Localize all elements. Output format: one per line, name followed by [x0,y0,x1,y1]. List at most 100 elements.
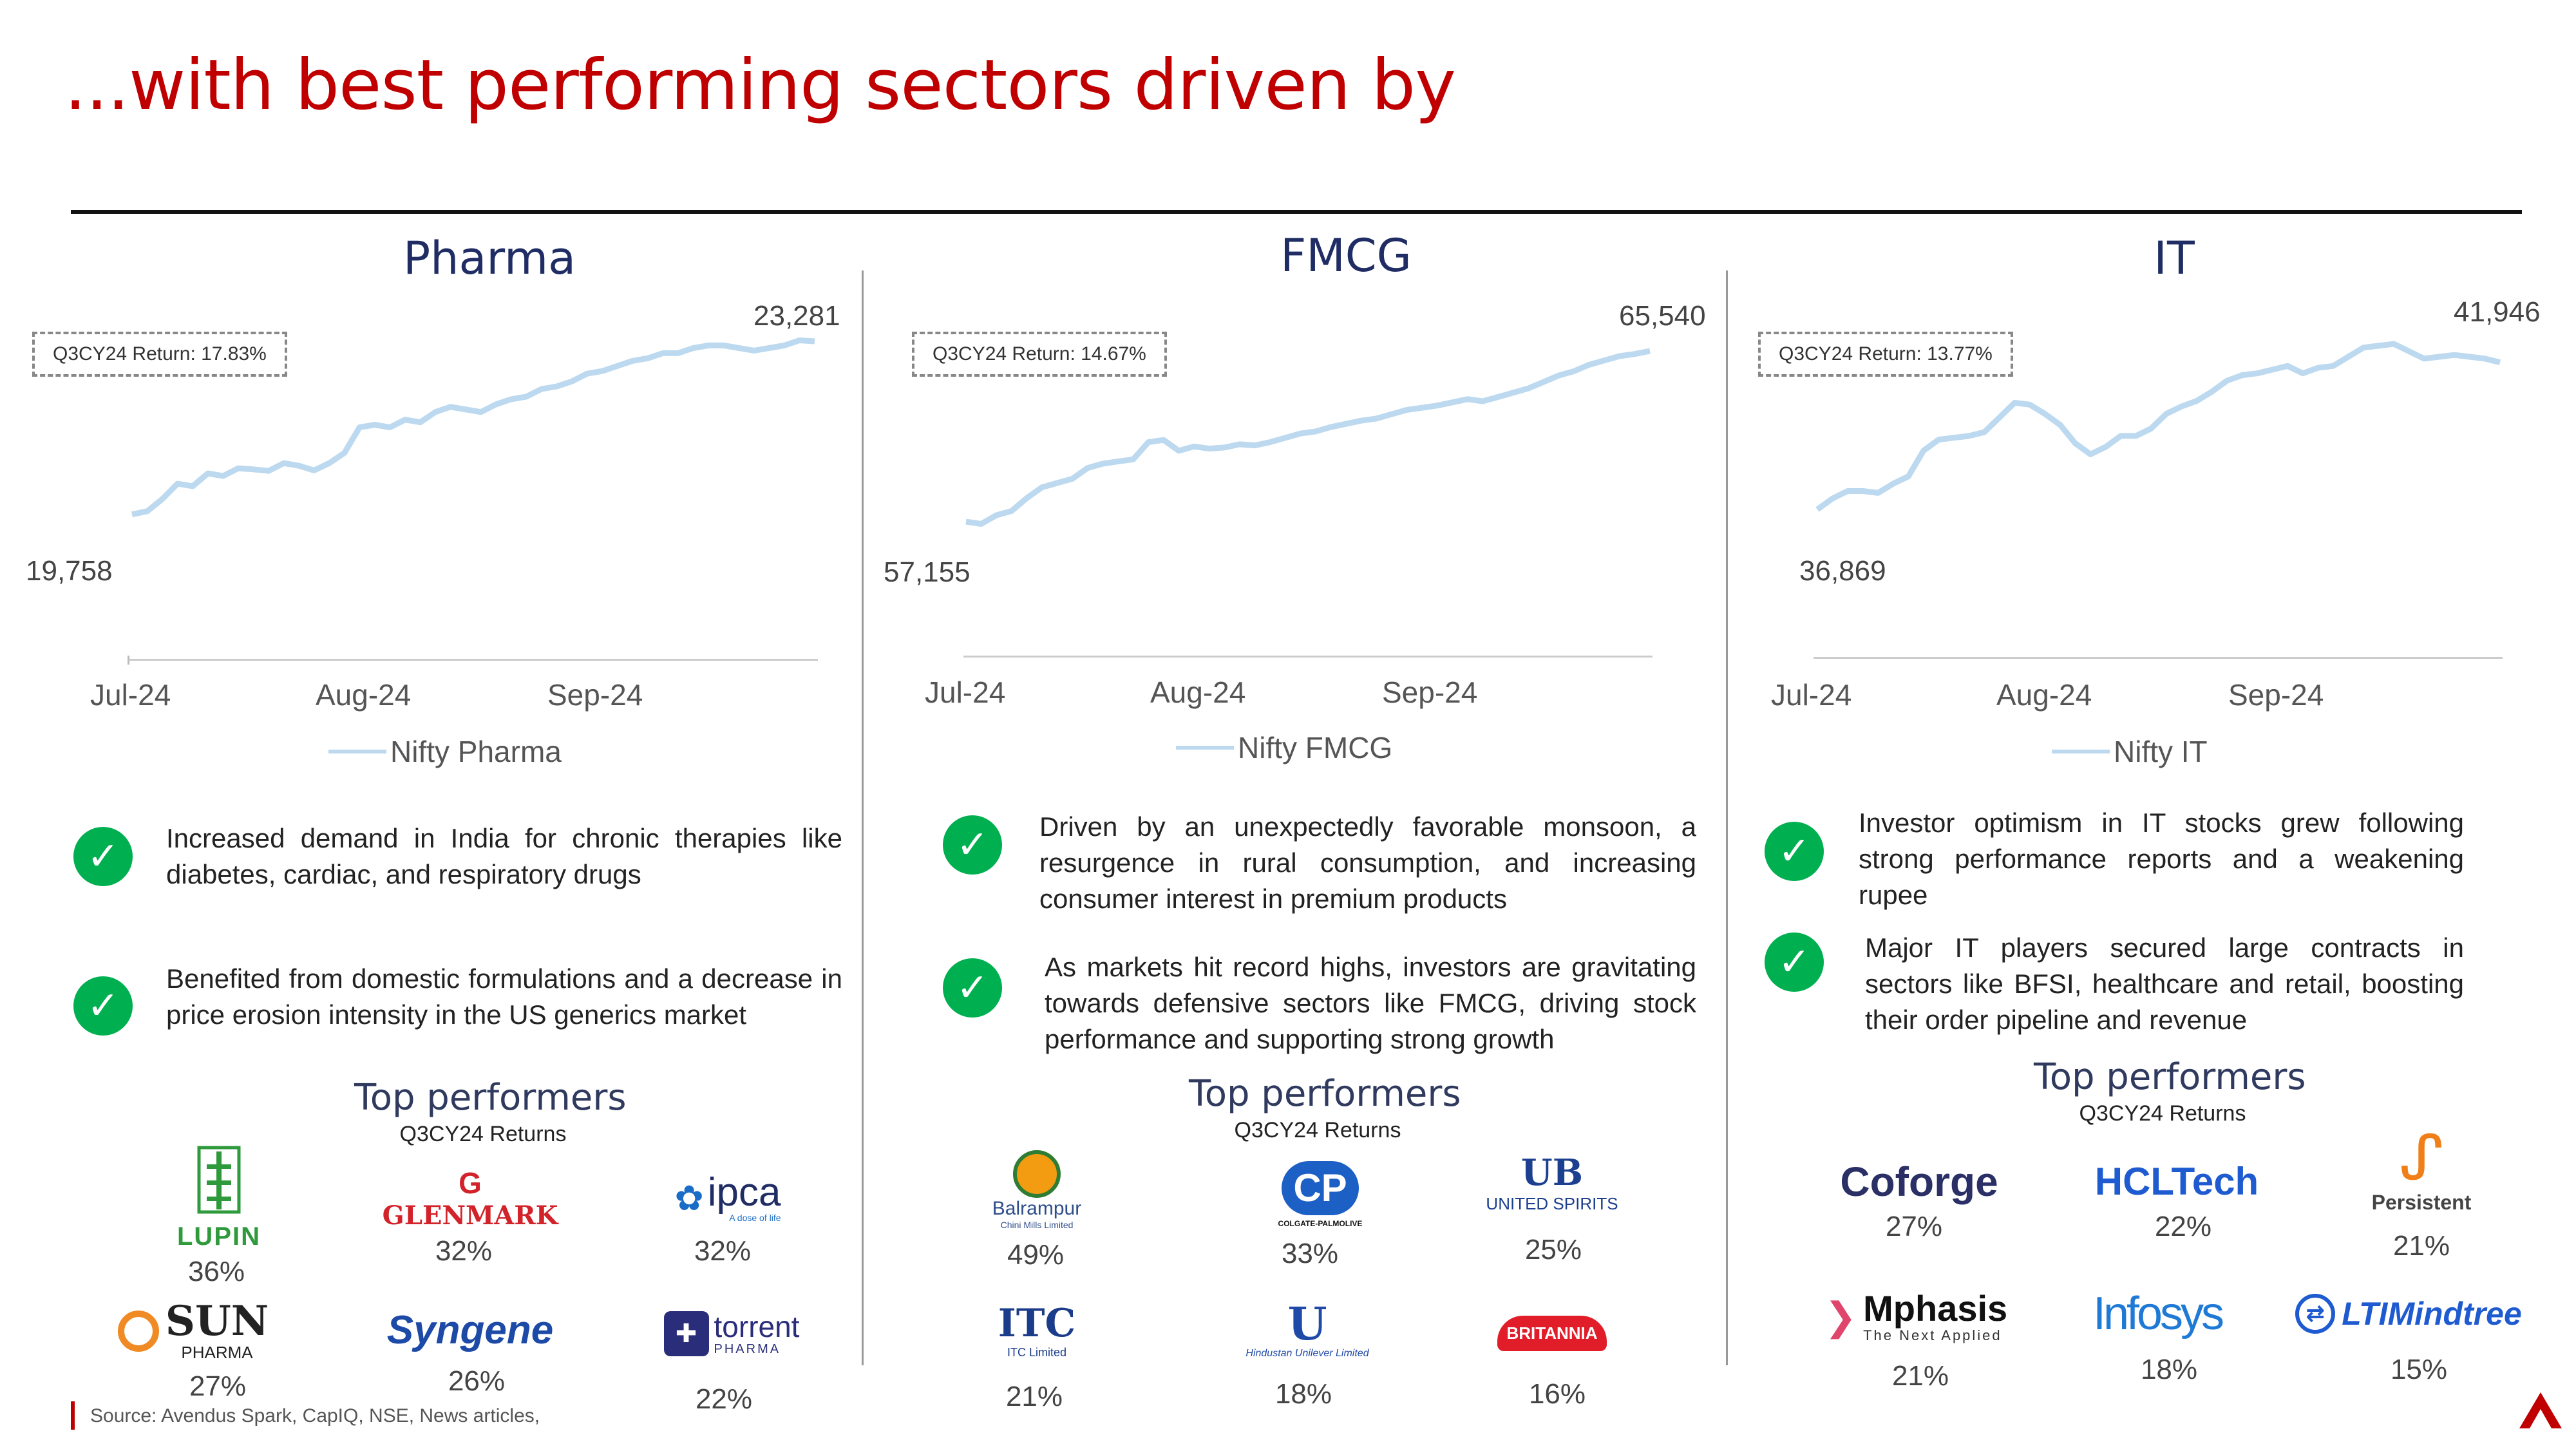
performer-return: 16% [1528,1378,1586,1410]
check-icon: ✓ [943,958,1002,1018]
panel-title-pharma: Pharma [402,232,576,285]
start-value-label: 36,869 [1799,555,1886,587]
return-box: Q3CY24 Return: 14.67% [912,332,1167,377]
legend-swatch [328,750,386,753]
legend-swatch [2052,750,2110,753]
coforge-wordmark: Coforge [1840,1159,1998,1205]
mphasis-icon: ❯ [1824,1295,1857,1338]
column-divider [862,270,864,1365]
bullet-text: Major IT players secured large contracts… [1865,933,2464,1035]
colgate-wordmark: COLGATE-PALMOLIVE [1278,1219,1363,1228]
sun-subtext: PHARMA [181,1342,253,1362]
check-icon: ✓ [1765,822,1824,881]
balrampur-icon [1013,1150,1061,1198]
x-tick-label: Sep-24 [1382,676,1478,709]
britannia-wordmark: BRITANNIA [1497,1315,1607,1351]
performer-return: 27% [189,1370,247,1402]
x-tick-label: Aug-24 [316,678,412,712]
x-tick-label: Jul-24 [925,676,1006,709]
performer-return: 32% [435,1235,493,1267]
start-value-label: 57,155 [884,556,971,588]
performer-return: 21% [1891,1360,1949,1392]
check-icon: ✓ [1765,933,1824,992]
united-spirits-logo: UB UNITED SPIRITS [1481,1131,1623,1234]
glenmark-wordmark: GLENMARK [382,1200,558,1231]
end-value-label: 23,281 [753,300,840,332]
returns-subheading: Q3CY24 Returns [2079,1101,2246,1126]
united-spirits-wordmark: UNITED SPIRITS [1486,1193,1618,1213]
torrent-subtext: PHARMA [714,1341,781,1356]
check-icon: ✓ [943,815,1002,875]
avendus-logo-icon [2519,1392,2562,1428]
ltimindtree-icon: ⇄ [2295,1294,2336,1334]
infosys-logo: Infosys [2080,1282,2235,1346]
x-tick-label: Jul-24 [1771,678,1852,712]
series-line [1815,341,2501,512]
legend-label: Nifty IT [2114,735,2208,768]
legend-label: Nifty FMCG [1238,731,1393,764]
return-box: Q3CY24 Return: 13.77% [1758,332,2013,377]
returns-subheading: Q3CY24 Returns [1234,1118,1401,1142]
syngene-wordmark: Syngene [386,1307,554,1352]
legend-label: Nifty Pharma [390,735,562,768]
balrampur-logo: Balrampur Chini Mills Limited [966,1145,1108,1235]
ltimindtree-logo: ⇄ LTIMindtree [2280,1288,2537,1340]
sun-icon [117,1311,159,1352]
britannia-logo: BRITANNIA [1488,1307,1616,1359]
performer-return: 21% [2392,1230,2450,1262]
performer-return: 32% [694,1235,752,1267]
hul-wordmark: Hindustan Unilever Limited [1245,1348,1369,1359]
x-tick-label: Jul-24 [90,678,171,712]
source-note: Source: Avendus Spark, CapIQ, NSE, News … [90,1405,540,1426]
colgate-logo: CP COLGATE-PALMOLIVE [1243,1153,1397,1236]
start-value-label: 19,758 [26,555,113,587]
infosys-wordmark: Infosys [2092,1288,2224,1340]
glenmark-logo: G GLENMARK [383,1159,558,1236]
panel-title-fmcg: FMCG [1280,229,1412,282]
glenmark-g-icon: G [459,1166,482,1200]
performer-return: 49% [1007,1239,1065,1271]
check-icon: ✓ [73,976,133,1036]
performer-return: 26% [448,1365,506,1397]
mphasis-tagline: The Next Applied [1863,1327,2002,1343]
performer-return: 33% [1281,1238,1339,1269]
mphasis-logo: ❯ Mphasis The Next Applied [1810,1282,2022,1352]
lupin-logo: LUPIN [148,1140,290,1256]
itc-icon: ITC [998,1300,1076,1346]
itc-logo: ITC ITC Limited [966,1282,1108,1378]
page-title: ...with best performing sectors driven b… [64,45,1456,126]
ltimindtree-wordmark: LTIMindtree [2342,1296,2522,1332]
unilever-icon: U [1287,1297,1327,1350]
bullet-text: Driven by an unexpectedly favorable mons… [1039,811,1696,914]
x-tick-label: Sep-24 [2228,678,2324,712]
performer-return: 18% [1274,1378,1332,1410]
syngene-logo: Syngene [386,1301,554,1359]
chart-legend: Nifty IT [2052,734,2208,769]
coforge-logo: Coforge [1816,1153,2022,1211]
chart-legend: Nifty FMCG [1176,730,1392,765]
x-axis-line [963,656,1653,658]
hul-logo: U Hindustan Unilever Limited [1211,1294,1404,1365]
persistent-icon: ᔑ [2399,1123,2444,1193]
lupin-wordmark: LUPIN [177,1222,261,1251]
balrampur-subtext: Chini Mills Limited [1000,1220,1074,1230]
ipca-wordmark: ipca [707,1170,781,1215]
end-value-label: 65,540 [1619,300,1706,332]
performer-return: 22% [695,1383,753,1415]
ipca-logo: ✿ ipca A dose of life [650,1169,805,1227]
x-axis-line [1814,657,2503,659]
performer-return: 25% [1524,1234,1582,1265]
bullet-text: Benefited from domestic formulations and… [166,963,842,1030]
panel-title-it: IT [2154,232,2195,285]
itc-wordmark: ITC Limited [1007,1345,1067,1359]
colgate-icon: CP [1282,1161,1359,1215]
bullet-text: As markets hit record highs, investors a… [1045,952,1696,1054]
check-icon: ✓ [73,827,133,886]
title-divider [71,210,2522,214]
mphasis-wordmark: Mphasis [1863,1288,2008,1329]
series-line [131,337,815,518]
performer-return: 36% [187,1256,245,1287]
ipca-tagline: A dose of life [729,1213,781,1223]
end-value-label: 41,946 [2454,296,2541,328]
